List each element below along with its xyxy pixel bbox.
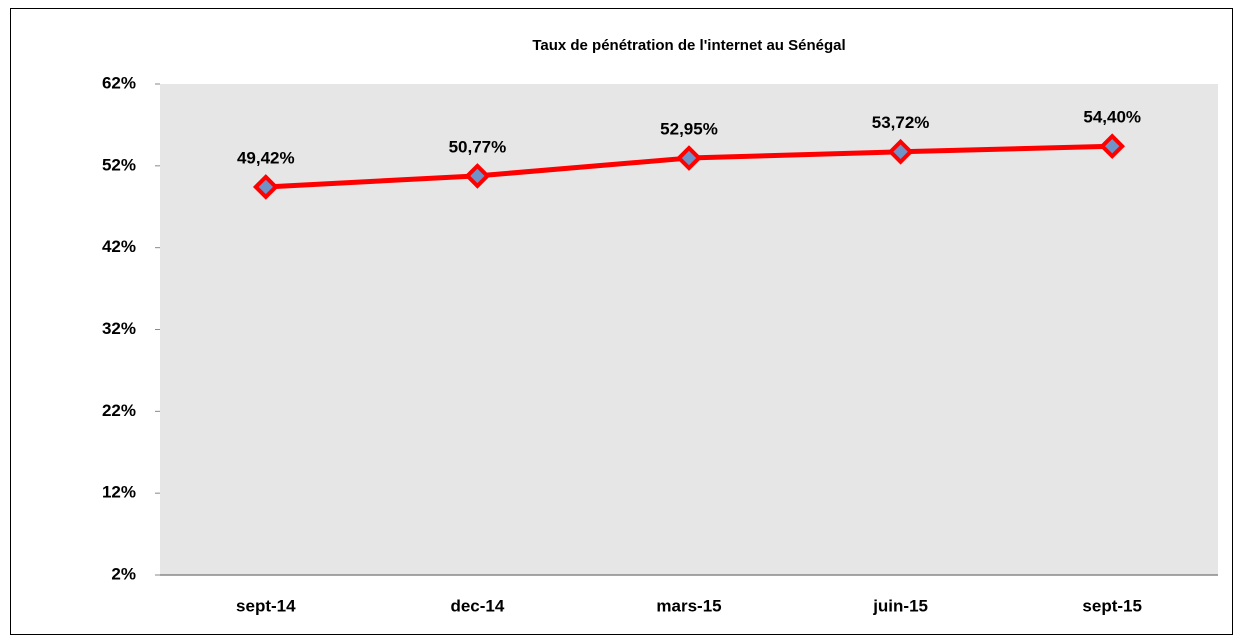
y-tick-label: 2% xyxy=(111,564,136,583)
y-tick-label: 32% xyxy=(102,319,136,338)
y-tick-label: 12% xyxy=(102,483,136,502)
x-tick-label: dec-14 xyxy=(450,596,504,615)
data-point xyxy=(1099,133,1126,160)
data-point xyxy=(676,145,702,171)
x-tick-label: sept-14 xyxy=(236,596,296,615)
data-point xyxy=(464,163,491,189)
y-tick-label: 52% xyxy=(102,155,136,174)
x-tick-label: juin-15 xyxy=(872,596,928,615)
data-label: 50,77% xyxy=(449,137,507,156)
data-label: 53,72% xyxy=(872,113,930,132)
data-label: 52,95% xyxy=(660,120,718,139)
data-point xyxy=(887,138,914,165)
x-tick-label: sept-15 xyxy=(1082,596,1142,615)
y-tick-label: 22% xyxy=(102,401,136,420)
y-tick-label: 42% xyxy=(102,237,136,256)
data-label: 49,42% xyxy=(237,148,295,167)
y-tick-label: 62% xyxy=(102,73,136,92)
x-tick-label: mars-15 xyxy=(656,596,721,615)
data-point xyxy=(252,174,279,200)
chart-title: Taux de pénétration de l'internet au Sén… xyxy=(532,37,845,54)
data-label: 54,40% xyxy=(1083,108,1141,127)
